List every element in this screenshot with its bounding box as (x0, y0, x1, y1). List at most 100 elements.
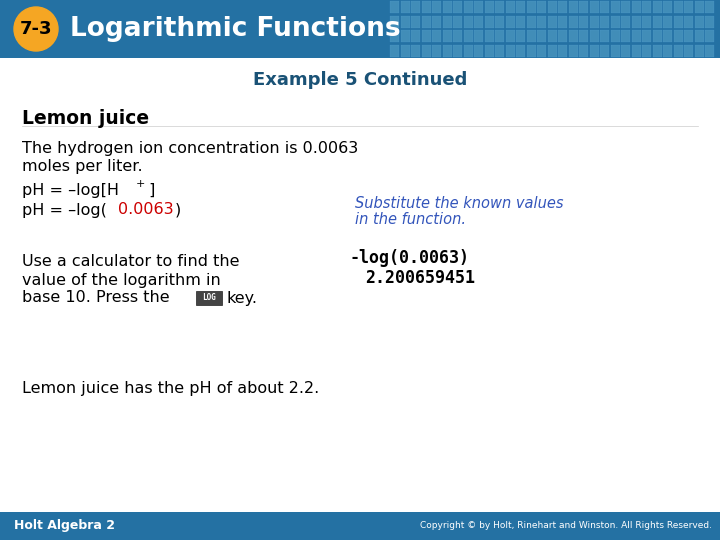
Bar (411, 1, 420, 13)
Bar (642, 16, 651, 28)
Bar (432, 16, 441, 28)
Text: Use a calculator to find the: Use a calculator to find the (22, 254, 240, 269)
Text: value of the logarithm in: value of the logarithm in (22, 273, 221, 287)
Bar (411, 44, 420, 57)
Bar (0, 0, 720, 58)
Text: 0.0063: 0.0063 (118, 202, 174, 218)
Bar (400, 30, 410, 42)
Bar (673, 44, 683, 57)
Bar (579, 44, 588, 57)
Bar (652, 44, 662, 57)
Text: The hydrogen ion concentration is 0.0063: The hydrogen ion concentration is 0.0063 (22, 140, 359, 156)
Bar (474, 1, 483, 13)
Text: Logarithmic Functions: Logarithmic Functions (70, 16, 400, 42)
Bar (590, 1, 598, 13)
Bar (558, 44, 567, 57)
Bar (421, 44, 431, 57)
Bar (705, 16, 714, 28)
Bar (558, 16, 567, 28)
Bar (505, 16, 515, 28)
Text: ): ) (175, 202, 181, 218)
Bar (443, 44, 451, 57)
Bar (196, 291, 222, 305)
Bar (390, 44, 399, 57)
Text: pH = –log[H: pH = –log[H (22, 183, 119, 198)
Bar (516, 16, 525, 28)
Text: moles per liter.: moles per liter. (22, 159, 143, 173)
Bar (547, 1, 557, 13)
Bar (673, 1, 683, 13)
Bar (400, 16, 410, 28)
Bar (684, 1, 693, 13)
Bar (631, 30, 641, 42)
Bar (432, 1, 441, 13)
Bar (621, 30, 630, 42)
Bar (453, 1, 462, 13)
Bar (705, 1, 714, 13)
Text: pH = –log(: pH = –log( (22, 202, 107, 218)
Text: Holt Algebra 2: Holt Algebra 2 (14, 519, 115, 532)
Bar (684, 44, 693, 57)
Text: 2.200659451: 2.200659451 (365, 269, 475, 287)
Bar (569, 1, 577, 13)
Bar (421, 1, 431, 13)
Text: key.: key. (227, 291, 258, 306)
Bar (663, 30, 672, 42)
Bar (485, 16, 493, 28)
Bar (611, 16, 619, 28)
Bar (642, 1, 651, 13)
Bar (495, 1, 504, 13)
Bar (421, 30, 431, 42)
Bar (443, 1, 451, 13)
Bar (453, 16, 462, 28)
Bar (537, 30, 546, 42)
Bar (611, 1, 619, 13)
Bar (621, 16, 630, 28)
Bar (485, 44, 493, 57)
Text: 7-3: 7-3 (19, 20, 53, 38)
Bar (547, 30, 557, 42)
Bar (684, 16, 693, 28)
Bar (464, 16, 472, 28)
Bar (516, 30, 525, 42)
Bar (474, 30, 483, 42)
Bar (600, 44, 609, 57)
Bar (673, 16, 683, 28)
Bar (537, 1, 546, 13)
Bar (569, 44, 577, 57)
Bar (600, 30, 609, 42)
Bar (516, 1, 525, 13)
Bar (642, 44, 651, 57)
Bar (579, 16, 588, 28)
Bar (621, 1, 630, 13)
Bar (652, 16, 662, 28)
Bar (400, 44, 410, 57)
Bar (621, 44, 630, 57)
Bar (411, 16, 420, 28)
Bar (390, 1, 399, 13)
Bar (590, 44, 598, 57)
Bar (642, 30, 651, 42)
Bar (516, 44, 525, 57)
Bar (631, 16, 641, 28)
Bar (569, 30, 577, 42)
Bar (547, 44, 557, 57)
Bar (631, 1, 641, 13)
Text: -log(0.0063): -log(0.0063) (350, 249, 470, 267)
Bar (505, 30, 515, 42)
Bar (705, 44, 714, 57)
Bar (695, 1, 703, 13)
Bar (590, 16, 598, 28)
Bar (0, 512, 720, 540)
Bar (464, 44, 472, 57)
Bar (652, 30, 662, 42)
Bar (611, 30, 619, 42)
Bar (443, 30, 451, 42)
Bar (390, 30, 399, 42)
Bar (590, 30, 598, 42)
Bar (684, 30, 693, 42)
Bar (695, 44, 703, 57)
Text: Substitute the known values: Substitute the known values (355, 195, 564, 211)
Bar (432, 44, 441, 57)
Bar (485, 1, 493, 13)
